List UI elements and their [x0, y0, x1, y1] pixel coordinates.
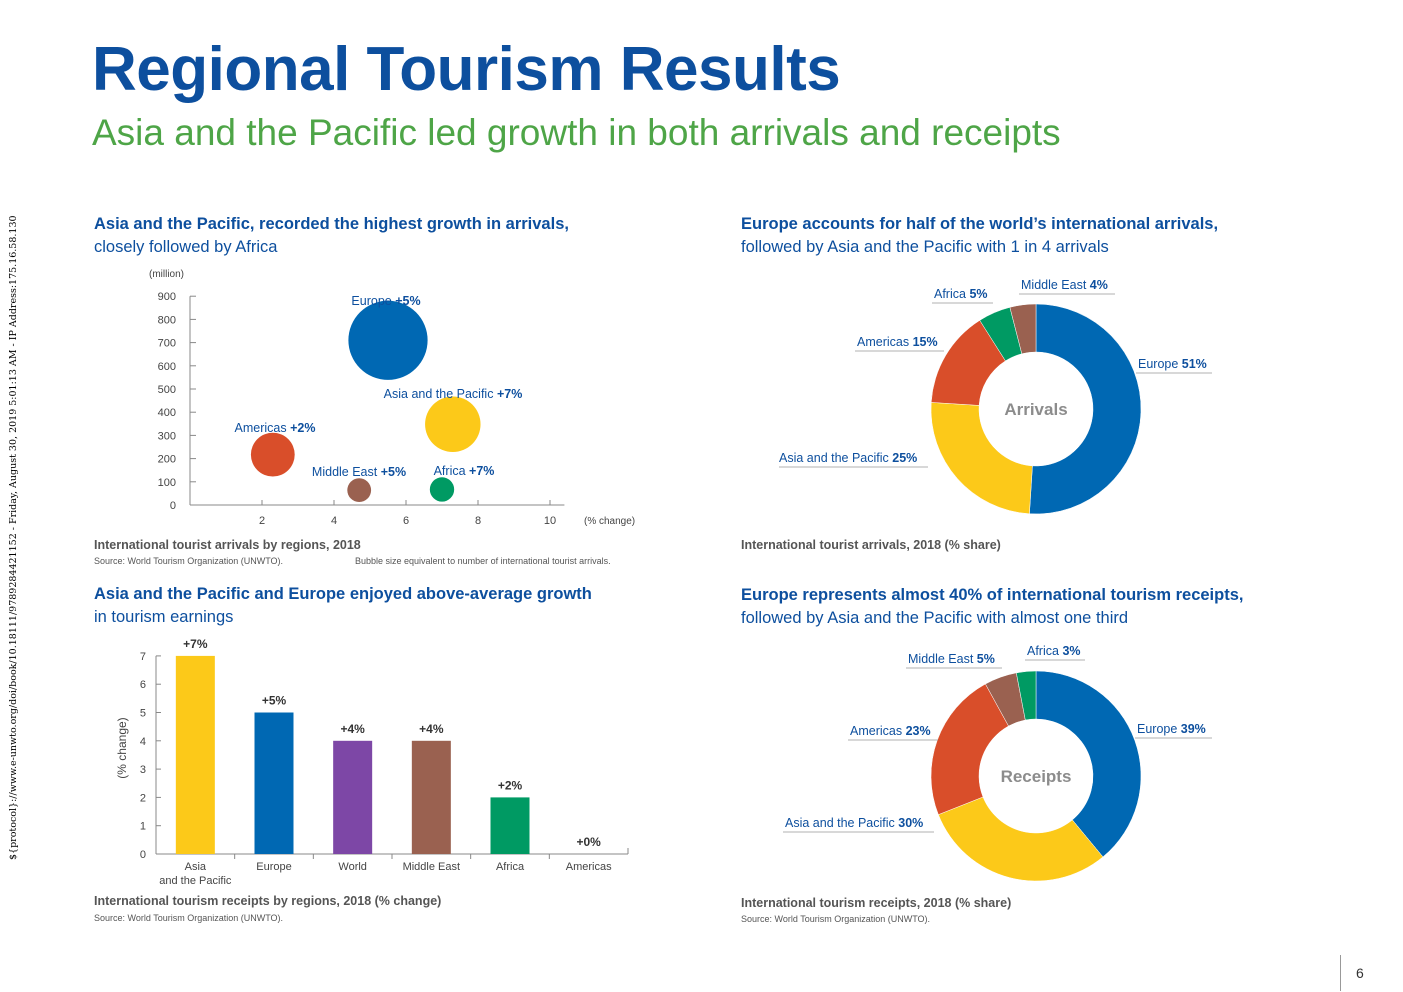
bubble-chart-source: Source: World Tourism Organization (UNWT… — [94, 556, 284, 566]
bubble-x-tick-label: 8 — [475, 515, 481, 527]
bubble-label-africa: Africa +7% — [434, 464, 495, 478]
bar-y-tick-label: 0 — [140, 849, 146, 861]
bubble-chart: 0 100 200 300 400 500 600 700 800 900 2 4 6 8 10 (milli… — [149, 269, 635, 527]
arrivals-donut-label-middle-east: Middle East 4% — [1021, 278, 1108, 292]
bar-value-label-asia-and-the-pacific: +7% — [183, 637, 208, 651]
receipts-donut-label-africa: Africa 3% — [1027, 644, 1081, 658]
bubble-x-tick-label: 4 — [331, 515, 337, 527]
bar-y-axis-label: (% change) — [115, 717, 129, 778]
bubble-middle-east — [347, 478, 372, 503]
receipts-donut-caption: International tourism receipts, 2018 (% … — [741, 896, 1012, 910]
bar-value-label-world: +4% — [340, 722, 365, 736]
bar-africa — [490, 797, 530, 854]
bubble-chart-heading-bold: Asia and the Pacific, recorded the highe… — [94, 215, 569, 233]
page-number-divider — [1340, 955, 1341, 991]
receipts-donut-chart: Receipts Europe 39% Asia and the Pacific 3… — [783, 644, 1212, 882]
bubble-y-tick-label: 500 — [158, 384, 176, 396]
bubble-chart-note: Bubble size equivalent to number of inte… — [355, 556, 611, 566]
bubble-x-tick-label: 2 — [259, 515, 265, 527]
bar-chart-heading-bold: Asia and the Pacific and Europe enjoyed … — [94, 585, 592, 603]
arrivals-donut-heading-bold: Europe accounts for half of the world’s … — [741, 215, 1219, 233]
bubble-chart-caption: International tourist arrivals by region… — [94, 538, 361, 552]
arrivals-donut-chart: Arrivals Europe 51% Asia and the Pacific 2… — [779, 278, 1212, 515]
receipts-donut-label-europe: Europe 39% — [1137, 722, 1206, 736]
page-title: Regional Tourism Results — [92, 35, 841, 104]
bar-category-label-world: World — [338, 861, 367, 873]
bar-y-tick-label: 7 — [140, 651, 146, 663]
bar-value-label-americas: +0% — [576, 835, 601, 849]
receipts-bar-chart: 0 1 2 3 4 5 6 7 (% change) +7% Asia and the Pacific… — [115, 637, 629, 887]
receipts-donut-center-label: Receipts — [1001, 767, 1072, 786]
bubble-asia-and-the-pacific — [425, 396, 481, 452]
bubble-y-tick-label: 900 — [158, 291, 176, 303]
bar-world — [333, 740, 373, 854]
receipts-donut-label-asia-and-the-pacific: Asia and the Pacific 30% — [785, 816, 923, 830]
receipts-donut-slice-europe — [1035, 670, 1142, 858]
arrivals-donut-label-asia-and-the-pacific: Asia and the Pacific 25% — [779, 451, 917, 465]
bubble-x-tick-label: 10 — [544, 515, 556, 527]
bar-chart-heading-rest: in tourism earnings — [94, 608, 234, 626]
bubble-y-tick-label: 300 — [158, 430, 176, 442]
bubble-x-axis-label: (% change) — [584, 516, 635, 527]
receipts-donut-label-middle-east: Middle East 5% — [908, 652, 995, 666]
arrivals-donut-caption: International tourist arrivals, 2018 (% … — [741, 538, 1001, 552]
arrivals-donut-heading: Europe accounts for half of the world’s … — [741, 213, 1218, 259]
bar-category-label-asia-and-the-pacific: Asia and the Pacific — [159, 861, 232, 887]
bar-category-label-middle-east: Middle East — [403, 861, 460, 873]
arrivals-donut-slice-middle-east — [1009, 303, 1037, 355]
bubble-y-tick-label: 0 — [170, 500, 176, 512]
bubble-label-middle-east: Middle East +5% — [312, 465, 406, 479]
bubble-y-tick-label: 800 — [158, 314, 176, 326]
bubble-chart-heading: Asia and the Pacific, recorded the highe… — [94, 213, 569, 259]
page-subtitle: Asia and the Pacific led growth in both … — [92, 112, 1061, 153]
bar-value-label-middle-east: +4% — [419, 722, 444, 736]
receipts-donut-label-americas: Americas 23% — [850, 724, 931, 738]
receipts-donut-heading-bold: Europe represents almost 40% of internat… — [741, 586, 1244, 604]
bar-y-tick-label: 3 — [140, 764, 146, 776]
receipts-donut-slice-africa — [1016, 670, 1037, 721]
arrivals-donut-label-europe: Europe 51% — [1138, 357, 1207, 371]
bar-category-label-americas: Americas — [566, 861, 612, 873]
bubble-americas — [250, 432, 295, 477]
bubble-y-axis-label: (million) — [149, 269, 184, 280]
bar-europe — [254, 712, 294, 854]
bar-y-tick-label: 5 — [140, 708, 146, 720]
bubble-chart-heading-rest: closely followed by Africa — [94, 238, 278, 256]
bubble-label-asia-and-the-pacific: Asia and the Pacific +7% — [384, 387, 523, 401]
bubble-africa — [429, 477, 455, 502]
bar-chart-heading: Asia and the Pacific and Europe enjoyed … — [94, 583, 592, 629]
receipts-donut-heading-rest: followed by Asia and the Pacific with al… — [741, 609, 1129, 627]
bar-asia-and-the-pacific — [175, 655, 215, 854]
bar-category-label-europe: Europe — [256, 861, 291, 873]
bar-chart-source: Source: World Tourism Organization (UNWT… — [94, 913, 284, 923]
arrivals-donut-heading-rest: followed by Asia and the Pacific with 1 … — [741, 238, 1109, 256]
bubble-x-tick-label: 6 — [403, 515, 409, 527]
bar-y-tick-label: 1 — [140, 821, 146, 833]
bar-chart-caption: International tourism receipts by region… — [94, 894, 442, 908]
bar-value-label-africa: +2% — [498, 778, 523, 792]
bar-y-tick-label: 2 — [140, 792, 146, 804]
page-number: 6 — [1356, 965, 1364, 981]
bar-value-label-europe: +5% — [262, 694, 287, 708]
bubble-europe — [348, 300, 428, 380]
receipts-donut-source: Source: World Tourism Organization (UNWT… — [741, 914, 931, 924]
bubble-y-tick-label: 200 — [158, 454, 176, 466]
bubble-y-tick-label: 700 — [158, 338, 176, 350]
bubble-label-americas: Americas +2% — [235, 421, 316, 435]
arrivals-donut-center-label: Arrivals — [1004, 400, 1067, 419]
bubble-y-tick-label: 100 — [158, 477, 176, 489]
arrivals-donut-label-americas: Americas 15% — [857, 335, 938, 349]
bubble-y-tick-label: 400 — [158, 407, 176, 419]
arrivals-donut-slice-asia-and-the-pacific — [930, 402, 1033, 515]
bubble-label-europe: Europe +5% — [351, 294, 420, 308]
bar-y-tick-label: 6 — [140, 679, 146, 691]
bar-middle-east — [411, 740, 451, 854]
receipts-donut-heading: Europe represents almost 40% of internat… — [741, 584, 1243, 630]
arrivals-donut-label-africa: Africa 5% — [934, 287, 988, 301]
receipts-donut-slice-asia-and-the-pacific — [938, 796, 1104, 882]
bar-y-tick-label: 4 — [140, 736, 146, 748]
bar-category-label-africa: Africa — [496, 861, 525, 873]
bubble-y-tick-label: 600 — [158, 361, 176, 373]
